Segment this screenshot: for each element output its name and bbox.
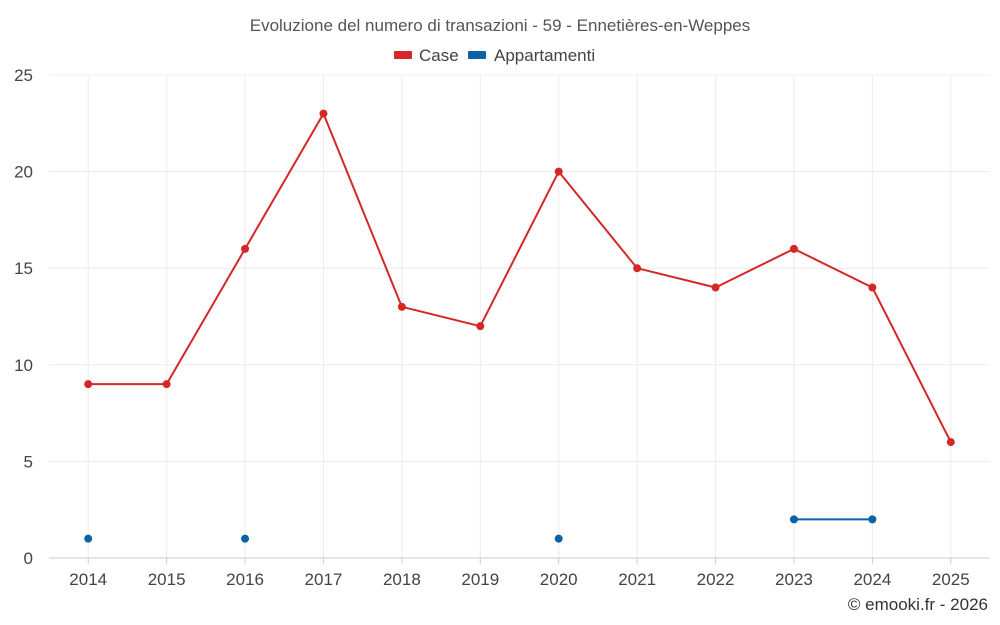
chart-title: Evoluzione del numero di transazioni - 5…: [250, 16, 751, 35]
x-tick-label: 2018: [383, 570, 421, 589]
series-line-case: [88, 112, 952, 443]
data-point-appartamenti[interactable]: [554, 534, 563, 543]
data-point-appartamenti[interactable]: [84, 534, 93, 543]
data-point-case[interactable]: [789, 244, 798, 253]
x-tick-label: 2024: [853, 570, 891, 589]
x-tick-label: 2020: [540, 570, 578, 589]
x-tick-label: 2015: [148, 570, 186, 589]
legend-item-case[interactable]: Case: [394, 46, 459, 65]
data-point-appartamenti[interactable]: [868, 515, 877, 524]
x-tick-label: 2019: [461, 570, 499, 589]
data-point-case[interactable]: [241, 244, 250, 253]
data-point-case[interactable]: [319, 109, 328, 118]
x-axis-ticks: 2014 2015 2016 2017 2018 2019 2020 2021 2022 2023…: [69, 558, 970, 589]
gridlines: [49, 74, 990, 558]
y-tick-label: 15: [14, 259, 33, 278]
data-point-case[interactable]: [397, 302, 406, 311]
data-point-case[interactable]: [868, 283, 877, 292]
y-axis-ticks: 0 5 10 15 20 25: [14, 66, 33, 568]
legend-label-case: Case: [419, 46, 459, 65]
data-point-case[interactable]: [162, 380, 171, 389]
legend-swatch-appartamenti: [468, 51, 486, 59]
data-point-case[interactable]: [476, 322, 485, 331]
data-point-appartamenti[interactable]: [241, 534, 250, 543]
x-tick-label: 2021: [618, 570, 656, 589]
data-point-case[interactable]: [946, 438, 955, 447]
y-tick-label: 5: [24, 452, 33, 471]
legend: Case Appartamenti: [394, 46, 595, 65]
x-tick-label: 2023: [775, 570, 813, 589]
credit-text: © emooki.fr - 2026: [848, 595, 988, 614]
legend-label-appartamenti: Appartamenti: [494, 46, 595, 65]
y-tick-label: 25: [14, 66, 33, 85]
legend-swatch-case: [394, 51, 412, 59]
data-point-case[interactable]: [84, 380, 93, 389]
x-tick-label: 2017: [305, 570, 343, 589]
x-tick-label: 2025: [932, 570, 970, 589]
data-point-case[interactable]: [633, 264, 642, 273]
series-layer: [84, 109, 955, 543]
y-tick-label: 10: [14, 356, 33, 375]
x-tick-label: 2016: [226, 570, 264, 589]
x-tick-label: 2022: [697, 570, 735, 589]
legend-item-appartamenti[interactable]: Appartamenti: [468, 46, 595, 65]
series-appartamenti: [84, 515, 877, 543]
x-tick-label: 2014: [69, 570, 107, 589]
y-tick-label: 20: [14, 163, 33, 182]
y-tick-label: 0: [24, 549, 33, 568]
series-case: [84, 109, 955, 447]
data-point-case[interactable]: [554, 167, 563, 176]
data-point-case[interactable]: [711, 283, 720, 292]
data-point-appartamenti[interactable]: [789, 515, 798, 524]
